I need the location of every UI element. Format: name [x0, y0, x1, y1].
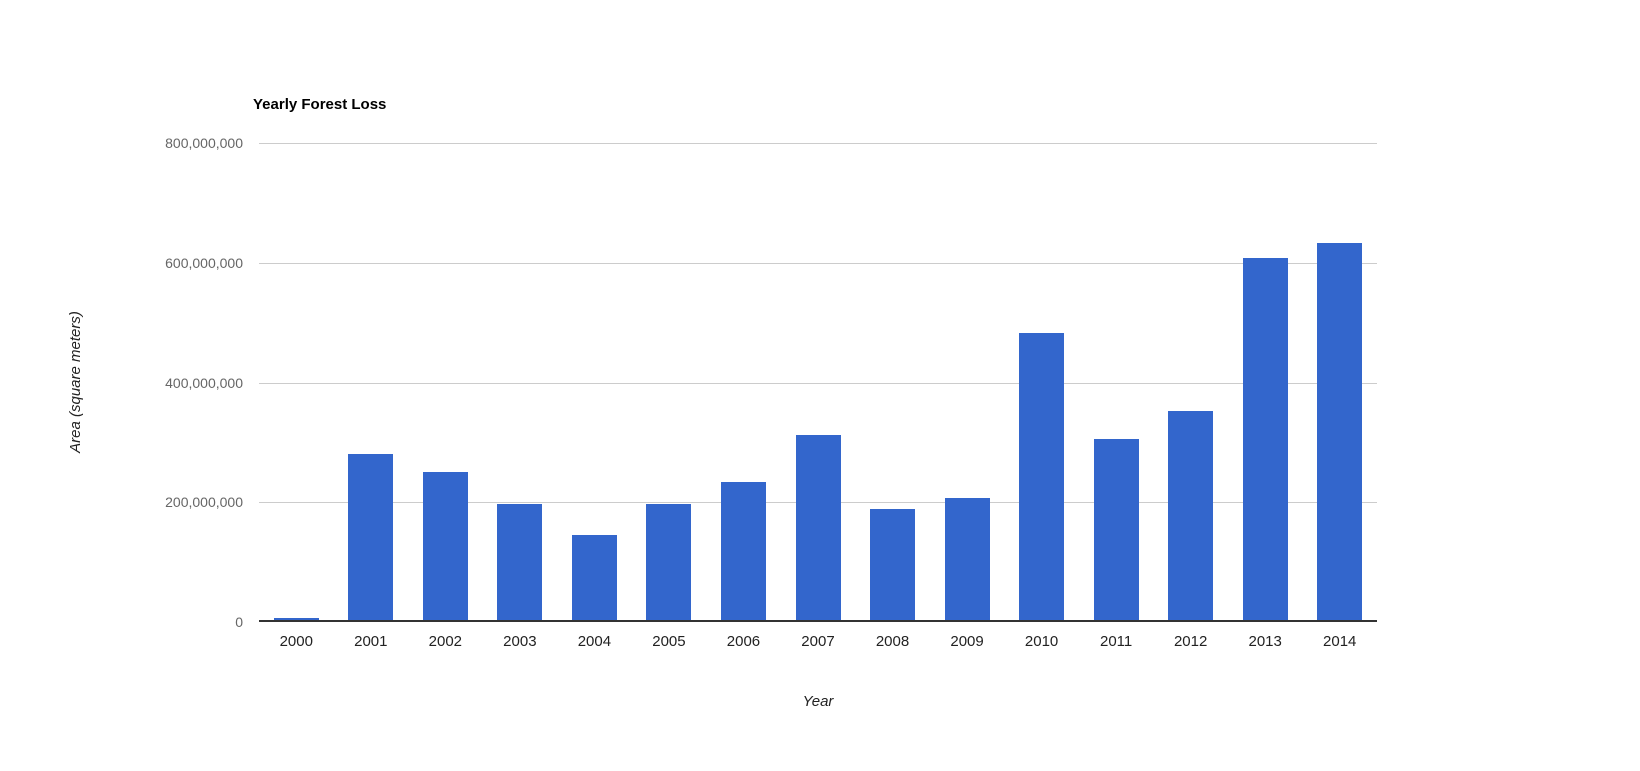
- x-tick-label: 2014: [1323, 633, 1357, 650]
- bar-2004: [572, 535, 617, 620]
- gridline: [259, 262, 1377, 264]
- bar-2005: [646, 504, 691, 620]
- x-tick-label: 2001: [354, 633, 388, 650]
- bar-2009: [945, 498, 990, 620]
- x-tick-label: 2004: [577, 633, 612, 650]
- bar-2000: [274, 618, 319, 620]
- x-tick-label: 2010: [1024, 633, 1059, 650]
- x-tick-label: 2006: [726, 633, 761, 650]
- x-tick-label: 2013: [1248, 633, 1282, 650]
- x-tick-label: 2003: [503, 633, 537, 650]
- chart-title: Yearly Forest Loss: [253, 96, 387, 113]
- bar-2011: [1094, 439, 1139, 620]
- x-tick-label: 2008: [875, 633, 910, 650]
- bar-2012: [1168, 411, 1213, 620]
- bar-2010: [1019, 333, 1064, 620]
- x-tick-label: 2009: [950, 633, 984, 650]
- bar-2006: [721, 482, 766, 620]
- plot-area: [259, 143, 1377, 622]
- bar-2007: [796, 435, 841, 620]
- bar-2002: [423, 472, 468, 620]
- bar-2014: [1317, 243, 1362, 620]
- y-tick-label: 600,000,000: [165, 254, 243, 271]
- x-axis-title: Year: [802, 693, 834, 710]
- x-tick-label: 2012: [1173, 633, 1208, 650]
- x-tick-label: 2002: [428, 633, 463, 650]
- y-tick-label: 0: [235, 614, 243, 630]
- bar-2001: [348, 454, 393, 620]
- gridline: [259, 382, 1377, 384]
- gridline: [259, 143, 1377, 144]
- y-tick-label: 800,000,000: [165, 135, 243, 151]
- x-axis-line: [259, 620, 1377, 622]
- bar-2008: [870, 509, 915, 620]
- x-tick-label: 2005: [652, 633, 686, 650]
- bar-2013: [1243, 258, 1288, 620]
- x-tick-label: 2000: [279, 633, 313, 650]
- y-tick-label: 400,000,000: [165, 374, 243, 391]
- bar-2003: [497, 504, 542, 620]
- x-tick-label: 2011: [1099, 633, 1133, 650]
- y-tick-label: 200,000,000: [165, 494, 243, 511]
- x-tick-label: 2007: [801, 633, 835, 650]
